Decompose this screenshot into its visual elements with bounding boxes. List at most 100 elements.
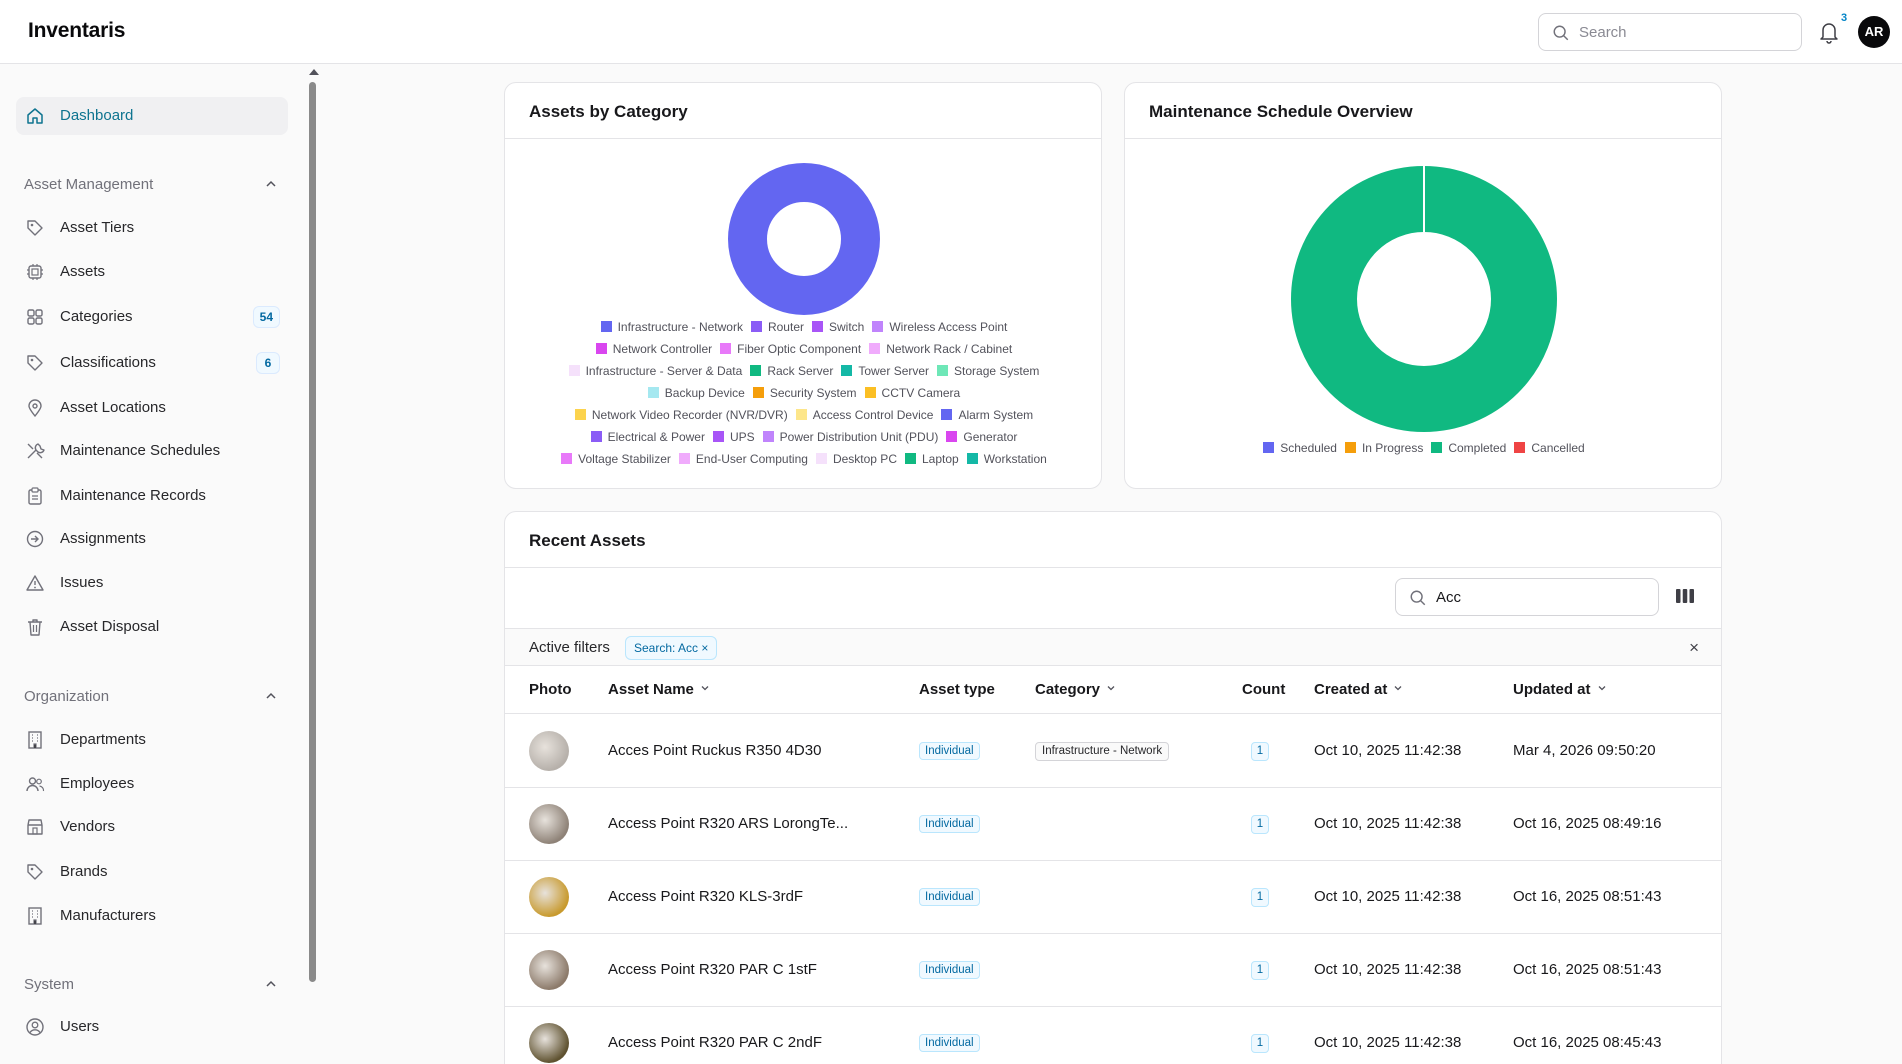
table-row[interactable]: Access Point R320 ARS LorongTe... Indivi…: [505, 788, 1721, 861]
table-row[interactable]: Access Point R320 PAR C 1stF Individual …: [505, 934, 1721, 1007]
legend-label: Backup Device: [664, 386, 745, 400]
legend-item[interactable]: Wireless Access Point: [872, 320, 1007, 334]
legend-item[interactable]: Network Rack / Cabinet: [869, 342, 1012, 356]
column-category[interactable]: Category: [1035, 681, 1116, 698]
legend-item[interactable]: Laptop: [904, 452, 959, 466]
column-label: Created at: [1314, 681, 1388, 698]
legend-item[interactable]: Network Video Recorder (NVR/DVR): [574, 408, 788, 422]
section-system[interactable]: System: [24, 976, 75, 993]
sidebar-item-asset-disposal[interactable]: Asset Disposal: [16, 608, 288, 646]
sidebar-item-classifications[interactable]: Classifications 6: [16, 344, 288, 382]
legend-item[interactable]: Rack Server: [750, 364, 833, 378]
column-asset-name[interactable]: Asset Name: [608, 681, 710, 698]
legend-row: Network Controller Fiber Optic Component N…: [505, 342, 1103, 364]
asset-name[interactable]: Acces Point Ruckus R350 4D30: [608, 742, 822, 759]
section-organization[interactable]: Organization: [24, 688, 110, 705]
sidebar-item-label: Brands: [60, 863, 108, 880]
sidebar-item-departments[interactable]: Departments: [16, 721, 288, 759]
columns-icon[interactable]: [1675, 587, 1695, 605]
section-asset-management[interactable]: Asset Management: [24, 176, 154, 193]
legend-swatch: [869, 343, 881, 354]
app-title[interactable]: Inventaris: [28, 19, 126, 42]
legend-item[interactable]: Power Distribution Unit (PDU): [762, 430, 938, 444]
legend-item[interactable]: Workstation: [966, 452, 1047, 466]
sidebar-item-issues[interactable]: Issues: [16, 564, 288, 602]
chevron-up-icon[interactable]: [264, 177, 278, 191]
legend-item[interactable]: CCTV Camera: [864, 386, 960, 400]
legend-item[interactable]: Router: [750, 320, 804, 334]
table-row[interactable]: Access Point R320 PAR C 2ndF Individual …: [505, 1007, 1721, 1064]
table-search-input[interactable]: Acc: [1395, 578, 1659, 616]
asset-name[interactable]: Access Point R320 KLS-3rdF: [608, 888, 804, 905]
chevron-up-icon[interactable]: [264, 977, 278, 991]
chevron-down-icon: [1598, 686, 1605, 691]
sidebar-item-manufacturers[interactable]: Manufacturers: [16, 897, 288, 935]
legend-item[interactable]: Voltage Stabilizer: [561, 452, 671, 466]
legend-swatch: [966, 453, 978, 464]
sidebar-item-label: Maintenance Schedules: [60, 442, 221, 459]
column-created-at[interactable]: Created at: [1314, 681, 1403, 698]
sidebar-item-label: Dashboard: [60, 107, 134, 124]
avatar[interactable]: AR: [1858, 16, 1890, 48]
legend-item[interactable]: Fiber Optic Component: [720, 342, 861, 356]
sidebar-scroll-thumb[interactable]: [309, 82, 316, 982]
asset-name[interactable]: Access Point R320 ARS LorongTe...: [608, 815, 849, 832]
sidebar-item-users[interactable]: Users: [16, 1008, 288, 1046]
legend-item[interactable]: Completed: [1431, 441, 1506, 455]
legend-item[interactable]: Electrical & Power: [590, 430, 705, 444]
asset-name[interactable]: Access Point R320 PAR C 1stF: [608, 961, 817, 978]
sidebar-item-dashboard[interactable]: Dashboard: [16, 97, 288, 135]
legend-item[interactable]: Cancelled: [1514, 441, 1585, 455]
count-badge: 1: [1251, 742, 1269, 761]
sidebar-item-asset-locations[interactable]: Asset Locations: [16, 389, 288, 427]
category-donut-chart[interactable]: [505, 139, 1103, 319]
clipboard-icon: [28, 487, 42, 505]
legend-label: Router: [767, 320, 804, 334]
asset-photo: [529, 950, 569, 990]
sidebar-item-maintenance-schedules[interactable]: Maintenance Schedules: [16, 432, 288, 470]
legend-item[interactable]: Desktop PC: [815, 452, 897, 466]
sidebar-item-assets[interactable]: Assets: [16, 253, 288, 291]
legend-item[interactable]: Switch: [812, 320, 864, 334]
legend-item[interactable]: In Progress: [1344, 441, 1423, 455]
legend-item[interactable]: Storage System: [937, 364, 1039, 378]
sidebar-item-label: Manufacturers: [60, 907, 156, 924]
legend-item[interactable]: End-User Computing: [678, 452, 808, 466]
sidebar-item-assignments[interactable]: Assignments: [16, 520, 288, 558]
chevron-up-icon[interactable]: [264, 689, 278, 703]
sidebar-item-maintenance-records[interactable]: Maintenance Records: [16, 477, 288, 515]
bell-icon[interactable]: [1818, 20, 1840, 44]
sidebar-item-vendors[interactable]: Vendors: [16, 808, 288, 846]
legend-item[interactable]: Scheduled: [1263, 441, 1337, 455]
legend-item[interactable]: Security System: [752, 386, 857, 400]
category-slice[interactable]: [728, 163, 880, 315]
legend-item[interactable]: Tower Server: [841, 364, 929, 378]
legend-item[interactable]: Network Controller: [595, 342, 712, 356]
legend-item[interactable]: Access Control Device: [795, 408, 933, 422]
asset-name[interactable]: Access Point R320 PAR C 2ndF: [608, 1034, 822, 1051]
sidebar-item-employees[interactable]: Employees: [16, 765, 288, 803]
close-icon[interactable]: ×: [701, 641, 709, 655]
legend-item[interactable]: Infrastructure - Server & Data: [568, 364, 742, 378]
legend-item[interactable]: Infrastructure - Network: [600, 320, 743, 334]
table-row[interactable]: Access Point R320 KLS-3rdF Individual 1 …: [505, 861, 1721, 934]
scroll-up-arrow-icon[interactable]: [309, 69, 319, 75]
column-updated-at[interactable]: Updated at: [1513, 681, 1607, 698]
clear-filters-icon[interactable]: ×: [1689, 638, 1699, 657]
legend-label: Wireless Access Point: [889, 320, 1008, 334]
table-row[interactable]: Acces Point Ruckus R350 4D30 Individual …: [505, 715, 1721, 788]
updated-at: Oct 16, 2025 08:49:16: [1513, 815, 1662, 832]
legend-item[interactable]: Alarm System: [941, 408, 1033, 422]
legend-item[interactable]: UPS: [712, 430, 755, 444]
legend-item[interactable]: Generator: [946, 430, 1017, 444]
legend-item[interactable]: Backup Device: [647, 386, 745, 400]
category-badge: Infrastructure - Network: [1035, 742, 1170, 761]
legend-row: Infrastructure - Server & Data Rack Serve…: [505, 364, 1103, 386]
filter-chip-search[interactable]: Search: Acc ×: [625, 636, 718, 660]
sidebar-item-brands[interactable]: Brands: [16, 853, 288, 891]
legend-swatch: [561, 453, 573, 464]
global-search-input[interactable]: Search: [1538, 13, 1802, 51]
sidebar-item-categories[interactable]: Categories 54: [16, 298, 288, 336]
sidebar-item-asset-tiers[interactable]: Asset Tiers: [16, 209, 288, 247]
maintenance-donut-chart[interactable]: [1125, 139, 1723, 449]
